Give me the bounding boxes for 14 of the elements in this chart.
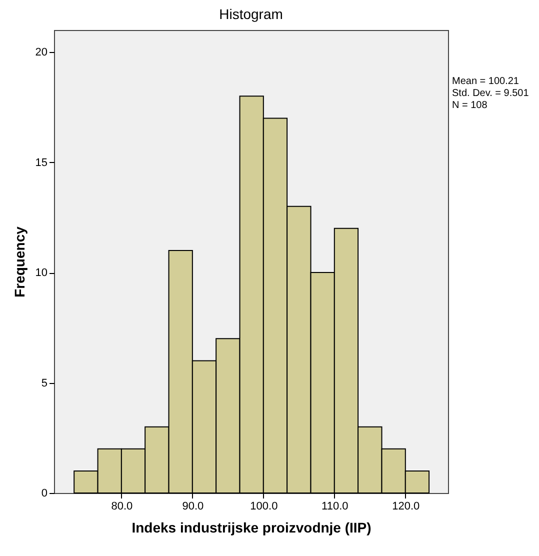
- x-tick-label: 80.0: [111, 500, 133, 512]
- x-axis-title: Indeks industrijske proizvodnje (IIP): [132, 520, 372, 536]
- chart-title: Histogram: [219, 6, 283, 22]
- x-tick-label: 90.0: [182, 500, 204, 512]
- statistics-note: Mean = 100.21 Std. Dev. = 9.501 N = 108: [452, 76, 529, 112]
- x-tick-label: 110.0: [322, 500, 348, 512]
- y-tick-label: 15: [35, 156, 48, 169]
- y-axis-title: Frequency: [11, 226, 28, 298]
- y-tick-label: 5: [41, 377, 48, 390]
- y-tick-label: 20: [35, 46, 48, 59]
- y-tick-label: 0: [41, 488, 48, 500]
- x-tick-label: 120.0: [392, 500, 420, 512]
- y-tick-label: 10: [35, 267, 48, 280]
- x-tick-label: 100.0: [250, 500, 278, 512]
